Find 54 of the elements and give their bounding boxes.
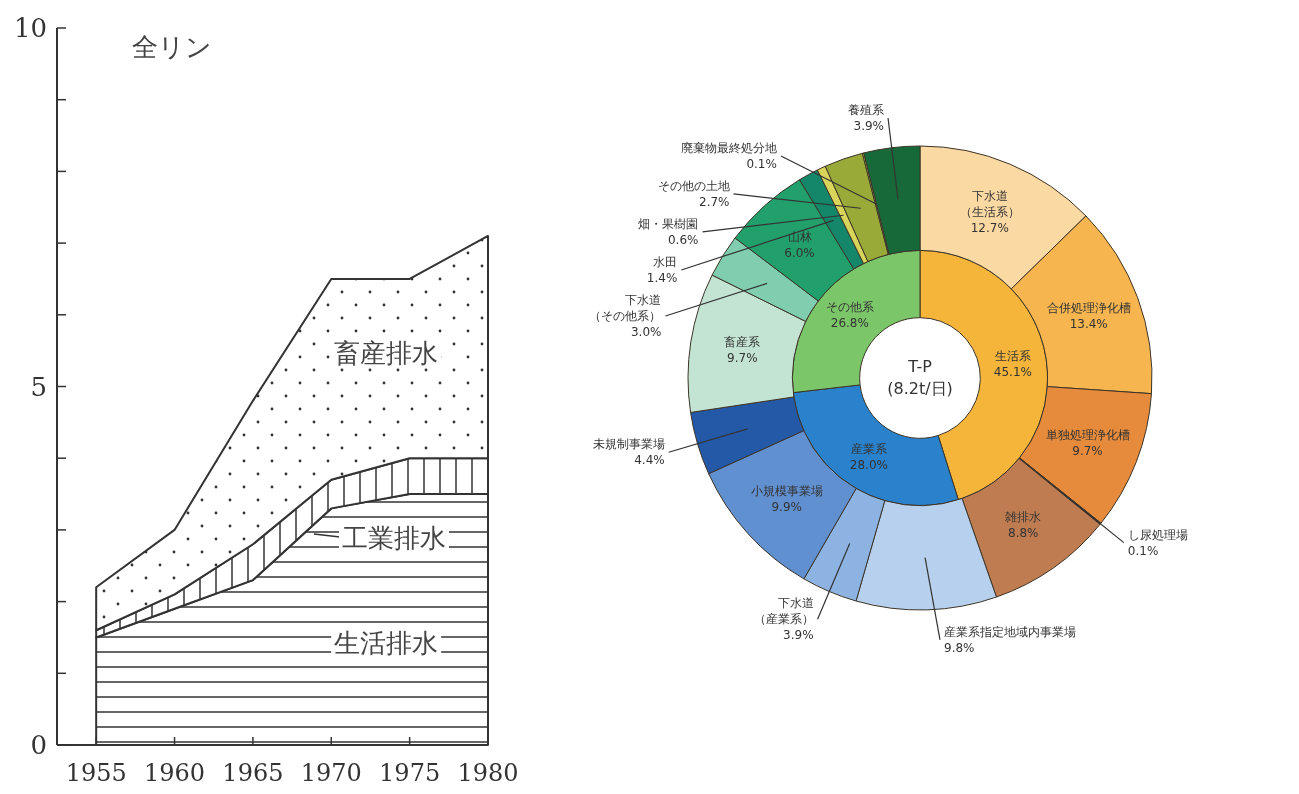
x-tick-label: 1965 <box>222 759 284 787</box>
data-label: 2.7% <box>699 194 730 209</box>
slice-label: 下水道（その他系） <box>589 292 662 323</box>
slice-label: 廃棄物最終処分地 <box>680 140 777 155</box>
series-label: 畜産排水 <box>334 337 439 368</box>
x-tick-label: 1955 <box>65 759 127 787</box>
x-tick-label: 1980 <box>457 759 519 787</box>
slice-label: 畑・果樹園 <box>638 216 699 231</box>
slice-label: し尿処理場 <box>1127 527 1188 542</box>
series-label: 工業排水 <box>341 522 446 553</box>
slice-label: 下水道（生活系） <box>959 189 1020 220</box>
slice-label: 単独処理浄化槽 <box>1045 428 1130 443</box>
series-label: 生活排水 <box>334 627 439 658</box>
y-tick-label: 0 <box>30 730 47 760</box>
data-label: 1.4% <box>646 270 678 285</box>
slice-label: 山林 <box>787 229 812 244</box>
y-tick-label: 10 <box>13 13 47 43</box>
slice-label: 下水道（産業系） <box>753 596 814 627</box>
data-label: 45.1% <box>993 364 1032 379</box>
slice-label: 合併処理浄化槽 <box>1046 300 1131 315</box>
text: T-P (8.2t/日) <box>887 357 953 398</box>
data-label: 8.8% <box>1008 526 1039 541</box>
slice-label: 産業系 <box>850 441 887 456</box>
data-label: 6.0% <box>784 245 815 260</box>
data-label: 0.6% <box>667 232 699 247</box>
slice-label: 産業系指定地域内事業場 <box>944 624 1076 639</box>
data-label: 26.8% <box>830 316 869 331</box>
data-label: 9.7% <box>727 351 758 366</box>
data-label: 9.8% <box>944 640 975 655</box>
data-label: 9.7% <box>1072 444 1103 459</box>
x-tick-label: 1970 <box>300 759 362 787</box>
data-label: 4.4% <box>634 453 665 468</box>
x-tick-label: 1975 <box>379 759 441 787</box>
slice-label: 養殖系 <box>848 102 885 117</box>
y-tick-label: 5 <box>30 371 47 402</box>
data-label: 12.7% <box>970 221 1009 236</box>
x-tick-label: 1960 <box>144 759 206 787</box>
slice-label: 生活系 <box>994 348 1031 363</box>
data-label: 0.1% <box>746 156 777 171</box>
slice-label: 畜産系 <box>724 335 761 350</box>
chart-title: 全リン <box>132 32 212 62</box>
data-label: 3.9% <box>783 628 814 643</box>
slice-label: 未規制事業場 <box>592 437 665 452</box>
data-label: 28.0% <box>849 457 888 472</box>
data-label: 0.1% <box>1127 543 1159 558</box>
data-label: 13.4% <box>1069 316 1108 331</box>
slice-label: その他の土地 <box>657 178 730 193</box>
slice-label: 水田 <box>653 254 678 269</box>
slice-label: その他系 <box>825 300 874 315</box>
slice-label: 小規模事業場 <box>750 483 823 498</box>
data-label: 9.9% <box>771 499 802 514</box>
data-label: 3.0% <box>630 324 662 339</box>
data-label: 3.9% <box>853 118 885 133</box>
slice-label: 雑排水 <box>1005 510 1042 525</box>
